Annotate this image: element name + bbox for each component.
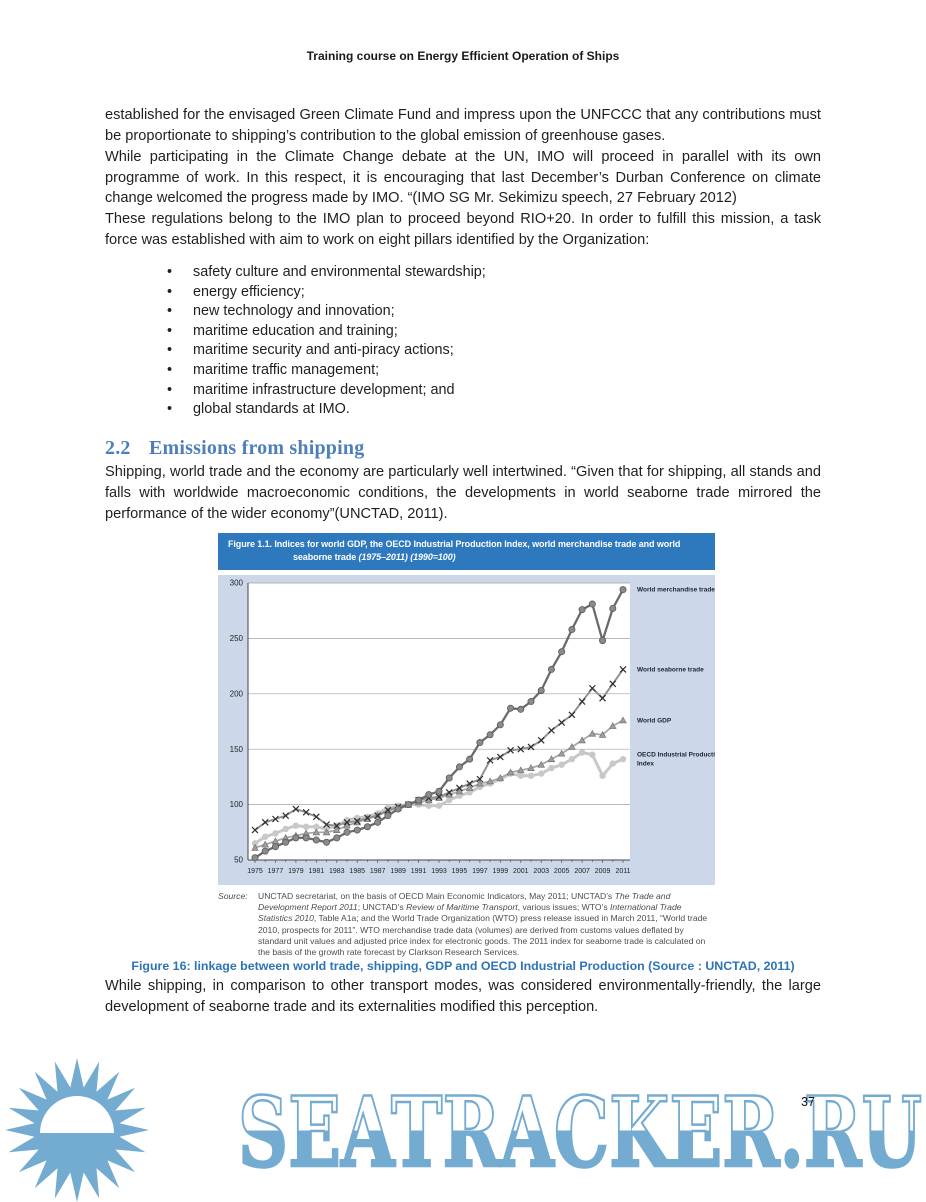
page-content: established for the envisaged Green Clim… <box>105 105 821 1018</box>
svg-text:Index: Index <box>637 761 654 768</box>
list-item: maritime education and training; <box>163 322 821 342</box>
svg-text:2001: 2001 <box>513 868 529 875</box>
svg-text:OECD Industrial Production: OECD Industrial Production <box>637 752 715 759</box>
figure-title-line1: Figure 1.1. Indices for world GDP, the O… <box>228 538 681 549</box>
seatracker-watermark: SEATRACKER.RU <box>0 1056 926 1202</box>
svg-text:100: 100 <box>230 800 244 809</box>
svg-text:1993: 1993 <box>431 868 447 875</box>
list-item: maritime security and anti-piracy action… <box>163 341 821 361</box>
svg-text:World GDP: World GDP <box>637 717 672 724</box>
list-item: maritime traffic management; <box>163 361 821 381</box>
svg-text:1987: 1987 <box>370 868 386 875</box>
svg-text:1995: 1995 <box>452 868 468 875</box>
page-header: Training course on Energy Efficient Oper… <box>306 49 620 63</box>
svg-text:200: 200 <box>230 689 244 698</box>
figure-block: Figure 1.1. Indices for world GDP, the O… <box>218 532 715 958</box>
svg-text:1977: 1977 <box>268 868 284 875</box>
page-number: 37 <box>801 1095 815 1109</box>
svg-text:1989: 1989 <box>390 868 406 875</box>
svg-text:2007: 2007 <box>574 868 590 875</box>
svg-text:1991: 1991 <box>411 868 427 875</box>
svg-text:150: 150 <box>230 745 244 754</box>
list-item: energy efficiency; <box>163 283 821 303</box>
svg-text:1985: 1985 <box>349 868 365 875</box>
svg-text:1981: 1981 <box>309 868 325 875</box>
source-label: Source: <box>218 891 248 902</box>
svg-text:2003: 2003 <box>533 868 549 875</box>
section-title: Emissions from shipping <box>149 436 365 459</box>
figure-title-line2: seaborne trade (1975–2011) (1990=100) <box>293 551 456 562</box>
list-item: maritime infrastructure development; and <box>163 381 821 401</box>
svg-text:50: 50 <box>234 856 243 865</box>
section-heading: 2.2 Emissions from shipping <box>105 434 821 463</box>
list-item: global standards at IMO. <box>163 400 821 420</box>
svg-text:2005: 2005 <box>554 868 570 875</box>
watermark-text: SEATRACKER.RU <box>237 1075 924 1191</box>
svg-text:World merchandise trade: World merchandise trade <box>637 587 715 594</box>
figure-source: Source: UNCTAD secretariat, on the basis… <box>218 891 715 958</box>
svg-text:1997: 1997 <box>472 868 488 875</box>
paragraph-shipping-trade-economy: Shipping, world trade and the economy ar… <box>105 464 821 523</box>
svg-text:1983: 1983 <box>329 868 345 875</box>
svg-text:1999: 1999 <box>493 868 509 875</box>
list-item: safety culture and environmental steward… <box>163 263 821 283</box>
svg-text:300: 300 <box>230 579 244 588</box>
figure-title-italic: (1975–2011) (1990=100) <box>358 551 456 562</box>
svg-text:1979: 1979 <box>288 868 304 875</box>
paragraph-green-climate-fund: established for the envisaged Green Clim… <box>105 107 821 144</box>
svg-text:World seaborne trade: World seaborne trade <box>637 666 704 673</box>
source-text: UNCTAD secretariat, on the basis of OECD… <box>258 891 708 957</box>
paragraph-imo-plan: These regulations belong to the IMO plan… <box>105 211 821 249</box>
watermark-text-glyphs: SEATRACKER.RU <box>238 1076 922 1189</box>
figure-caption: Figure 16: linkage between world trade, … <box>131 959 795 974</box>
chart-panel: 50 100 150 200 250 300 1975 1977 1979 1981 1983 198… <box>218 575 715 886</box>
svg-text:250: 250 <box>230 634 244 643</box>
paragraph-climate-change-debate: While participating in the Climate Chang… <box>105 148 821 207</box>
list-item: new technology and innovation; <box>163 302 821 322</box>
sun-logo-icon <box>5 1058 149 1202</box>
pillars-list: safety culture and environmental steward… <box>105 263 821 420</box>
svg-text:2011: 2011 <box>615 868 630 875</box>
paragraph-environmentally-friendly: While shipping, in comparison to other t… <box>105 977 821 1015</box>
figure-title-bar: Figure 1.1. Indices for world GDP, the O… <box>218 532 715 571</box>
svg-text:2009: 2009 <box>595 868 611 875</box>
line-chart: 50 100 150 200 250 300 1975 1977 1979 1981 1983 198… <box>230 579 715 875</box>
section-number: 2.2 <box>105 436 131 459</box>
svg-text:1975: 1975 <box>247 868 263 875</box>
